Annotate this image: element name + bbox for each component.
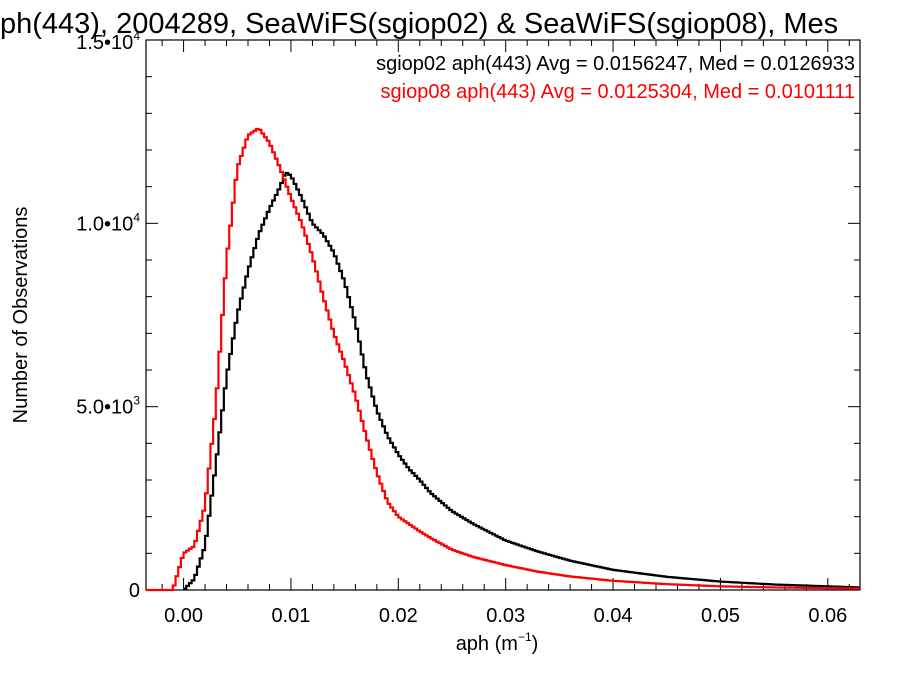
x-tick-label: 0.01	[271, 605, 310, 627]
y-axis-label: Number of Observations	[10, 207, 32, 424]
legend: sgiop02 aph(443) Avg = 0.0156247, Med = …	[376, 53, 855, 103]
legend-entry-2: sgiop08 aph(443) Avg = 0.0125304, Med = …	[381, 81, 855, 103]
x-tick-label: 0.03	[486, 605, 525, 627]
x-tick-label: 0.05	[701, 605, 740, 627]
x-tick-label: 0.02	[379, 605, 418, 627]
y-tick-label: 5.0•103	[76, 394, 140, 419]
y-tick-label: 0	[129, 580, 140, 602]
y-tick-label: 1.0•104	[76, 210, 140, 235]
series-2-histogram-line	[146, 127, 860, 592]
y-tick-label: 1.5•104	[76, 29, 140, 54]
legend-entry-1: sgiop02 aph(443) Avg = 0.0156247, Med = …	[376, 53, 855, 75]
chart-title: ph(443), 2004289, SeaWiFS(sgiop02) & Sea…	[0, 8, 838, 40]
x-tick-label: 0.06	[808, 605, 847, 627]
plot-frame	[145, 39, 861, 591]
x-tick-label: 0.04	[594, 605, 633, 627]
series-layer	[146, 127, 860, 592]
axis-ticks	[146, 39, 860, 591]
y-tick-labels: 0 5.0•103 1.0•104 1.5•104	[76, 29, 140, 602]
x-tick-labels: 0.00 0.01 0.02 0.03 0.04 0.05 0.06	[164, 605, 847, 627]
series-1-histogram-line	[183, 171, 860, 590]
x-tick-label: 0.00	[164, 605, 203, 627]
x-axis-label: aph (m−1)	[456, 630, 539, 655]
